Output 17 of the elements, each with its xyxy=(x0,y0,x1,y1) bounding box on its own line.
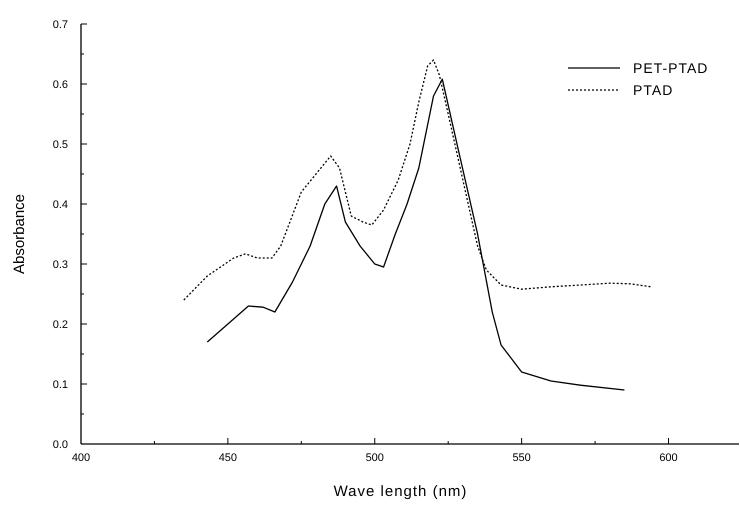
x-tick-label: 450 xyxy=(218,452,238,464)
x-tick-label: 600 xyxy=(659,452,678,464)
y-axis-title: Absorbance xyxy=(11,194,28,274)
y-tick-label: 0.3 xyxy=(52,259,68,271)
x-tick-label: 500 xyxy=(366,452,384,464)
legend-label: PET-PTAD xyxy=(633,60,708,76)
y-tick-label: 0.4 xyxy=(52,199,68,211)
y-tick-label: 0.2 xyxy=(52,319,68,331)
y-tick-label: 0.6 xyxy=(52,79,68,91)
y-tick-label: 0.7 xyxy=(52,19,68,31)
y-tick-label: 0.1 xyxy=(52,379,68,391)
text: 0.0 xyxy=(52,439,68,451)
x-tick-label: 550 xyxy=(512,452,531,464)
y-tick-label: 0.5 xyxy=(52,139,68,151)
legend-label: PTAD xyxy=(633,82,674,98)
x-tick-label: 400 xyxy=(72,452,90,464)
x-axis-title: Wave length (nm) xyxy=(334,483,468,500)
